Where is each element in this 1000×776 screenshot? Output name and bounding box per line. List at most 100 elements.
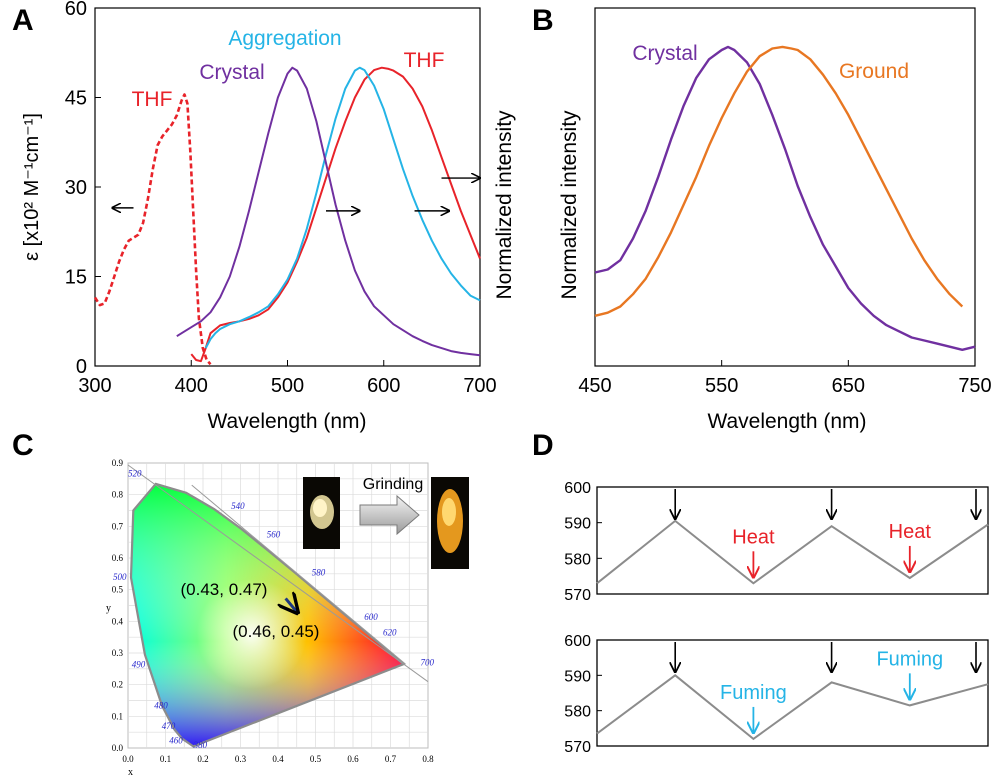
panel-label-b: B [532,4,554,37]
panel-b-series [594,45,976,351]
panel-a-series-aggregation-line [204,66,481,349]
panel-a-thf-em-label: THF [404,49,445,72]
panel-d-frame [596,486,989,595]
panel-d-y-tick-label: 580 [564,551,591,568]
panel-d-y-tick-label: 590 [564,516,591,533]
panel-b-series-ground [594,45,964,317]
panel-c-wavelength-label: 380 [193,740,208,750]
panel-c-x-tick-label: 0.8 [422,754,434,764]
panel-label-a: A [12,4,34,37]
panel-c-purple-line [191,484,406,665]
panel-c-point-label: (0.43, 0.47) [181,580,268,599]
panel-c-x-tick-label: 0.6 [347,754,359,764]
panel-c-wavelength-label: 580 [312,567,326,577]
panel-label-c: C [12,429,34,462]
panel-c-y-axis-label: y [106,603,111,614]
panel-c-wavelength-label: 460 [169,735,183,745]
panel-a-series-thf-line [190,66,481,363]
panel-b-x-tick-label: 550 [705,375,738,397]
panel-a-x-tick-label: 600 [367,375,400,397]
panel-a-series-thf-absorption [93,93,212,366]
ground-photo-highlight [442,498,456,526]
panel-c-y-tick-label: 0.9 [112,458,124,468]
panel-c-x-tick-label: 0.1 [160,754,171,764]
grinding-arrow-icon [359,494,420,536]
panel-a-y-tick-label: 30 [65,177,87,199]
panel-a-x-tick-label: 700 [463,375,496,397]
grinding-label: Grinding [363,476,423,493]
panel-b-x-tick-label: 750 [958,375,991,397]
panel-a-y-tick-label: 0 [76,356,87,378]
panel-a-y-tick-label: 15 [65,267,87,289]
panel-c-y-tick-label: 0.8 [112,490,124,500]
panel-d-y-tick-label: 570 [564,739,591,756]
panel-a-x-tick-label: 400 [175,375,208,397]
panel-c-points: (0.43, 0.47) (0.46, 0.45) [181,580,320,641]
panel-b-y-axis-label: Normalized intensity [558,110,581,300]
panel-d-y-tick-label: 570 [564,587,591,604]
panel-a-right-y-axis-label: Normalized intensity [493,110,516,300]
cie-spectral-locus [129,482,406,748]
panel-d-y-tick-label: 600 [564,480,591,497]
panel-c-x-tick-label: 0.5 [310,754,322,764]
panel-d-series-line [596,519,989,585]
panel-d-treatment-label: Fuming [720,682,787,704]
panel-c-x-tick-label: 0.3 [235,754,247,764]
panel-c-ticks: 0.0 0.1 0.2 0.3 0.4 0.5 0.6 0.7 0.8 0.0 0.1 0.2 0.3 0… [112,458,434,764]
panel-b-ticks: 450 550 650 750 [578,360,992,397]
panel-label-d: D [532,429,554,462]
panel-c-x-tick-label: 0.4 [272,754,284,764]
panel-d-treatment-label: Heat [889,521,932,543]
panel-c-wavelength-labels: 380 460 470 480 490 500 520 540 560 580 600 620 700 [113,468,435,750]
panel-a-chart: ε [x10² M⁻¹cm⁻¹] Normalized intensity Wa… [21,0,516,433]
panel-c-chart: 0.0 0.1 0.2 0.3 0.4 0.5 0.6 0.7 0.8 0.0 0.1 0.2 0.3 0… [106,458,469,776]
crystal-photo-highlight [313,499,327,517]
panel-c-x-tick-label: 0.2 [197,754,208,764]
panel-a-y-tick-label: 45 [65,88,87,110]
panel-d-y-tick-label: 600 [564,633,591,650]
panel-c-y-tick-label: 0.5 [112,585,124,595]
panel-b-ground-label: Ground [839,60,909,83]
panel-d-y-tick-label: 580 [564,704,591,721]
panel-c-x-tick-label: 0.0 [122,754,134,764]
panel-a-left-y-axis-label: ε [x10² M⁻¹cm⁻¹] [21,113,43,261]
panel-a-series-crystal-line [176,66,481,357]
panel-c-y-tick-label: 0.6 [112,553,124,563]
panel-b-crystal-label: Crystal [632,42,697,65]
panel-c-point-label: (0.46, 0.45) [233,622,320,641]
panel-c-wavelength-label: 470 [162,721,176,731]
panel-d-frame [596,639,989,747]
panel-b-x-tick-label: 450 [578,375,611,397]
panel-c-diagonal-line [127,464,429,683]
panel-c-shift-arrow [286,598,298,612]
panel-a-crystal-label: Crystal [199,61,264,84]
panel-a-x-axis-label: Wavelength (nm) [207,410,366,433]
panel-a-y-tick-label: 60 [65,0,87,20]
panel-a-x-tick-label: 500 [271,375,304,397]
panel-c-wavelength-label: 540 [231,501,245,511]
panel-c-y-tick-label: 0.1 [112,711,123,721]
panel-b-series-crystal [594,45,976,351]
panel-c-wavelength-label: 500 [113,572,127,582]
panel-c-wavelength-label: 560 [267,529,281,539]
panel-c-x-tick-label: 0.7 [385,754,397,764]
panel-b-frame [594,7,976,367]
panel-d-chart: 570 580 590 600 Heat Heat 570 580 590 600 Fuming F… [564,480,989,756]
panel-c-wavelength-label: 520 [128,468,142,478]
panel-a-arrows [112,178,480,211]
panel-c-x-axis-label: x [128,767,133,776]
panel-a-x-tick-label: 300 [78,375,111,397]
panel-a-series [93,66,481,366]
panel-c-y-tick-label: 0.7 [112,521,124,531]
panel-b-x-axis-label: Wavelength (nm) [707,410,866,433]
panel-b-x-tick-label: 650 [832,375,865,397]
panel-d-heat-chart: 570 580 590 600 Heat Heat [564,480,989,604]
panel-d-treatment-label: Heat [732,526,775,548]
panel-c-y-tick-label: 0.3 [112,648,124,658]
panel-d-fuming-chart: 570 580 590 600 Fuming Fuming [564,633,989,756]
panel-c-wavelength-label: 600 [364,612,378,622]
panel-a-ticks: 300 400 500 600 700 0 15 30 45 60 [65,0,497,397]
panel-c-y-tick-label: 0.2 [112,680,123,690]
panel-c-wavelength-label: 490 [132,659,146,669]
